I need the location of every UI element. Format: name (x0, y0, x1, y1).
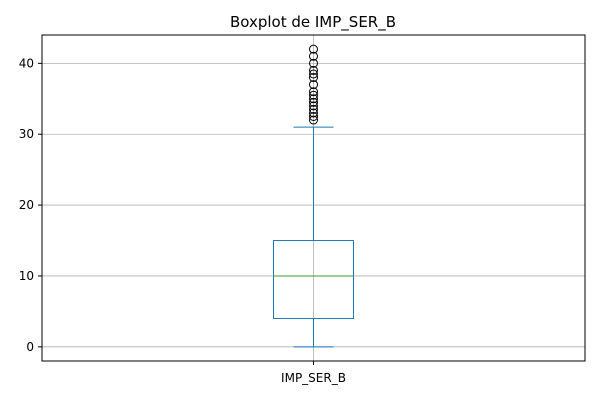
iqr-box (273, 240, 354, 319)
outlier-point (309, 73, 318, 83)
y-tick-label: 30 (19, 127, 34, 141)
y-axis: 0 10 20 30 40 (19, 56, 42, 354)
chart-title: Boxplot de IMP_SER_B (230, 13, 396, 32)
y-tick-label: 0 (26, 340, 34, 354)
outlier-point (309, 108, 318, 118)
outlier-point (309, 58, 318, 68)
outlier-point (309, 112, 318, 121)
outlier-point (309, 101, 318, 111)
outlier-point (309, 44, 318, 54)
y-tick-label: 20 (19, 198, 34, 212)
y-tick-label: 10 (19, 269, 34, 283)
outlier-point (309, 94, 318, 104)
outlier-point (309, 115, 318, 125)
plot-area (273, 44, 354, 348)
outlier-point (309, 97, 318, 107)
outlier-point (309, 80, 318, 90)
x-tick-label: IMP_SER_B (281, 371, 346, 385)
outlier-point (309, 90, 318, 100)
axes-frame (41, 34, 586, 362)
outlier-point (309, 104, 318, 114)
y-tick-label: 40 (19, 56, 34, 70)
x-axis: IMP_SER_B (281, 361, 346, 385)
outlier-point (309, 87, 318, 97)
outlier-point (309, 69, 318, 79)
outlier-point (309, 65, 318, 75)
outlier-point (309, 51, 318, 61)
